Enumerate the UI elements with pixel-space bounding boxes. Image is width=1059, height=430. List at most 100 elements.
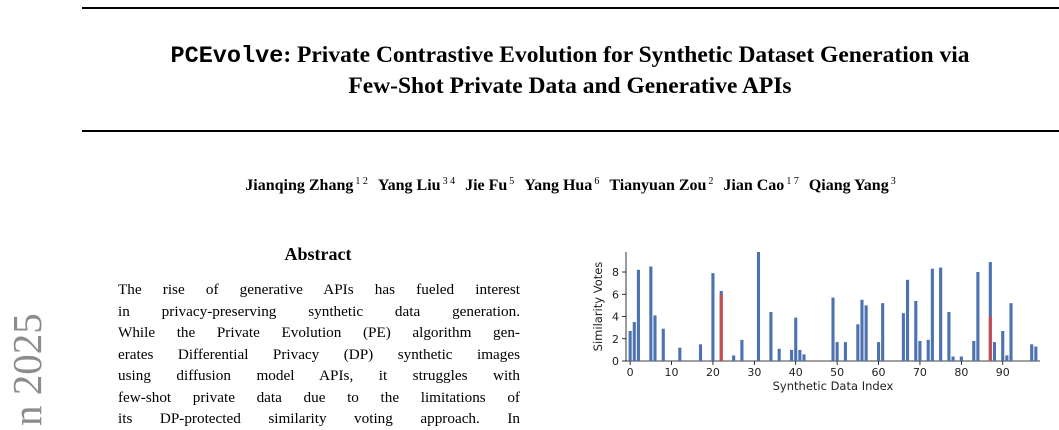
- abstract-body: The rise of generative APIs has fueled i…: [118, 279, 520, 430]
- x-tick-label: 70: [913, 366, 927, 379]
- bar: [740, 339, 744, 361]
- y-tick-label: 2: [612, 333, 619, 346]
- author-affiliation: 6: [594, 176, 600, 187]
- x-tick-label: 80: [954, 366, 968, 379]
- bar: [901, 313, 905, 361]
- bar: [856, 324, 860, 361]
- bar: [876, 342, 881, 361]
- bar: [628, 330, 632, 361]
- bar: [678, 347, 682, 361]
- abstract-line: its DP-protected similarity voting appro…: [118, 410, 520, 427]
- author-name: Qiang Yang 3: [808, 176, 896, 195]
- author-name: Jianqing Zhang 1 2: [245, 176, 368, 195]
- bar: [992, 342, 997, 361]
- x-tick-label: 20: [706, 366, 720, 379]
- author-affiliation: 1 2: [355, 176, 368, 187]
- bar: [649, 266, 653, 361]
- bar: [930, 268, 934, 361]
- title-text: : Private Contrastive Evolution for Synt…: [283, 42, 970, 68]
- bar: [951, 356, 955, 361]
- x-axis-label: Synthetic Data Index: [773, 379, 894, 393]
- bar: [1009, 303, 1013, 361]
- abstract-line: using diffusion model APIs, it struggles…: [118, 367, 520, 384]
- author-affiliation: 3: [890, 176, 896, 187]
- bar: [881, 303, 885, 361]
- bar: [711, 273, 715, 361]
- bar: [843, 342, 847, 361]
- bar: [914, 300, 918, 361]
- bar: [860, 299, 864, 361]
- author-list: Jianqing Zhang 1 2 Yang Liu 3 4 Jie Fu 5 Yang …: [82, 176, 1059, 195]
- bar: [1034, 346, 1038, 361]
- bar: [918, 340, 922, 361]
- bar: [976, 272, 980, 361]
- abstract-line: erates Differential Privacy (DP) synthet…: [118, 345, 520, 363]
- author-affiliation: 2: [708, 176, 714, 187]
- author-name-text: Yang Hua: [524, 177, 593, 195]
- bar-chart: 0 10 20 30 40 50 60 70 80 90 0 2 4 6 8 Synthetic Data I…: [591, 252, 1040, 393]
- bar: [1030, 344, 1034, 361]
- paper-title-line-2: Few-Shot Private Data and Generative API…: [348, 73, 792, 99]
- bar: [1001, 330, 1005, 361]
- bar: [939, 267, 943, 361]
- title-rule-top: [82, 7, 1059, 9]
- y-tick-label: 6: [612, 288, 619, 301]
- author-name: Jian Cao 1 7: [723, 176, 799, 195]
- author-name-text: Tianyuan Zou: [609, 177, 707, 195]
- author-name: Tianyuan Zou 2: [609, 176, 714, 195]
- bar: [661, 328, 665, 361]
- x-tick-label: 50: [830, 366, 844, 379]
- bar: [790, 349, 794, 361]
- x-tick-label: 60: [872, 366, 886, 379]
- bar: [988, 262, 992, 361]
- abstract-heading: Abstract: [284, 244, 352, 264]
- author-name-text: Jianqing Zhang: [245, 177, 354, 195]
- bar: [926, 339, 930, 361]
- bar: [777, 348, 781, 361]
- bar: [636, 269, 640, 361]
- bar: [653, 315, 657, 361]
- author-name-text: Jian Cao: [723, 177, 785, 195]
- author-name-text: Qiang Yang: [808, 177, 889, 195]
- highlight-bar: [988, 316, 992, 361]
- bar: [769, 312, 773, 361]
- x-tick-label: 40: [789, 366, 803, 379]
- bar: [798, 349, 802, 361]
- bar: [905, 279, 910, 361]
- bar: [831, 297, 835, 361]
- abstract-line: few-shot private data due to the limitat…: [118, 388, 520, 406]
- bar: [802, 354, 806, 361]
- x-tick-label: 0: [627, 366, 634, 379]
- y-tick-label: 8: [612, 266, 619, 279]
- paper-title-line-1: PCEvolve: Private Contrastive Evolution …: [40, 40, 1059, 72]
- bar: [864, 305, 868, 361]
- author-name: Yang Liu 3 4: [377, 176, 456, 195]
- y-tick-label: 4: [612, 311, 619, 324]
- x-tick-label: 30: [747, 366, 761, 379]
- title-rule-bottom: [82, 130, 1059, 132]
- bar: [794, 317, 798, 361]
- similarity-votes-figure: 0 10 20 30 40 50 60 70 80 90 0 2 4 6 8 Synthetic Data I…: [586, 244, 1059, 404]
- abstract-line: The rise of generative APIs has fueled i…: [118, 281, 520, 298]
- author-name: Yang Hua 6: [524, 176, 600, 195]
- title-method-name: PCEvolve: [170, 43, 284, 70]
- author-affiliation: 5: [509, 176, 515, 187]
- abstract-line: in privacy-preserving synthetic data gen…: [118, 302, 520, 320]
- highlight-bar: [719, 294, 723, 361]
- author-name-text: Jie Fu: [465, 177, 508, 195]
- author-affiliation: 3 4: [442, 176, 456, 187]
- bar: [835, 342, 839, 361]
- bar: [632, 322, 636, 361]
- x-tick-label: 10: [665, 366, 679, 379]
- bar: [972, 340, 976, 361]
- y-axis-label: Similarity Votes: [591, 262, 605, 352]
- bar: [1005, 355, 1009, 361]
- author-name-text: Yang Liu: [377, 177, 441, 195]
- bar: [698, 344, 703, 361]
- abstract-line: While the Private Evolution (PE) algorit…: [118, 324, 520, 341]
- arxiv-side-stamp: n 2025: [4, 313, 50, 426]
- y-tick-label: 0: [612, 355, 619, 368]
- bar: [756, 252, 761, 361]
- bar: [959, 356, 963, 361]
- author-affiliation: 1 7: [786, 176, 799, 187]
